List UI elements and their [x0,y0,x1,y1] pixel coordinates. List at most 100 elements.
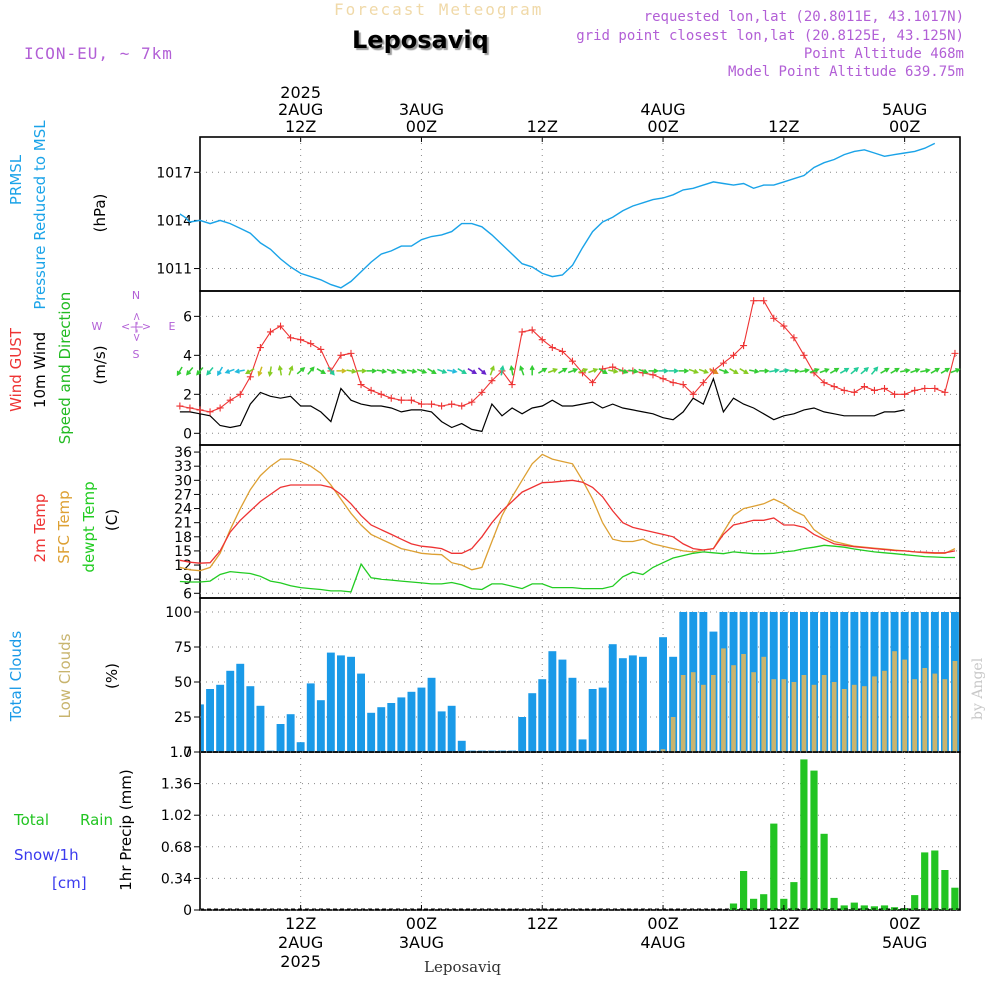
bottom-time-label: 3AUG [399,933,444,952]
gust-marker [568,357,576,365]
label-dewpt-temp: dewpt Temp [80,481,98,572]
total-clouds-bar [528,693,537,752]
rain-bar [951,887,959,910]
rain-bar [911,895,919,910]
gust-marker [538,336,546,344]
total-clouds-bar [840,612,849,752]
label-snow: Snow/1h [14,846,79,864]
y-tick-label: 24 [174,502,192,518]
gust-marker [297,336,305,344]
top-time-label: 2025 [280,83,321,102]
total-clouds-bar [447,705,456,752]
gust-marker [589,379,597,387]
low-clouds-bar [711,675,716,752]
gust-marker [196,406,204,414]
low-clouds-bar [932,673,938,752]
y-tick-label: 15 [174,544,192,560]
wind-direction-arrow [688,368,699,374]
label-low-clouds: Low Clouds [56,633,74,718]
y-tick-label: 0.68 [161,840,192,856]
gust-marker [891,390,899,398]
wind-direction-arrow [890,367,900,374]
y-tick-label: 1017 [156,165,192,181]
wind-direction-arrow [709,368,719,374]
compass-horizontal: <-|-> [121,320,151,333]
top-time-label: 12Z [527,117,558,136]
total-clouds-bar [608,644,617,752]
series-10m-wind [179,376,905,433]
rain-bar [750,898,758,910]
gust-marker [518,328,526,336]
rain-bar [941,870,949,910]
label-wind-gust: Wind GUST [7,327,25,412]
gust-marker [870,386,878,394]
wind-direction-arrow [217,366,224,377]
low-clouds-bar [660,749,666,752]
wind-direction-arrow [567,368,579,374]
model-altitude: Model Point Altitude 639.75m [727,64,964,80]
wind-direction-arrow [547,368,558,374]
gust-marker [407,396,415,404]
rain-bar [830,897,838,910]
wind-direction-arrow [638,368,649,374]
rain-bar [820,833,828,910]
wind-direction-arrow [396,368,408,374]
label-total-clouds: Total Clouds [7,631,25,723]
y-tick-label: 36 [174,445,192,461]
low-clouds-bar [912,679,917,752]
wind-direction-arrow [509,364,515,376]
bottom-time-label: 4AUG [640,933,685,952]
wind-direction-arrow [739,368,749,374]
wind-direction-arrow [819,368,830,374]
grid-point-coords: grid point closest lon,lat (20.8125E, 43… [576,28,964,44]
total-clouds-bar [357,673,365,752]
total-clouds-bar [387,703,396,752]
wind-direction-arrow [578,368,589,374]
wind-direction-arrow [598,368,608,374]
wind-direction-arrow [538,367,548,374]
total-clouds-bar [316,700,325,752]
gust-marker [609,363,617,371]
rain-bar [921,852,929,910]
rain-bar [729,903,738,910]
total-clouds-bar [417,687,426,752]
wind-direction-arrow [850,366,860,375]
top-time-label: 5AUG [882,100,927,119]
gust-marker [669,379,677,387]
compass-n: N [132,289,140,302]
low-clouds-bar [701,684,706,752]
low-clouds-bar [872,676,877,752]
gust-marker [921,384,929,392]
total-clouds-bar [256,705,265,752]
gust-marker [528,326,536,334]
rain-bar [870,906,878,910]
gust-marker [740,342,748,350]
gust-marker [699,379,707,387]
low-clouds-bar [771,679,777,752]
y-tick-label: 18 [174,530,192,546]
gust-marker [800,351,808,359]
low-clouds-bar [791,682,797,752]
low-clouds-bar [781,679,787,752]
wind-direction-arrow [206,367,214,376]
wind-direction-arrow [678,368,690,374]
compass-w: W [92,320,103,333]
wind-direction-arrow [196,367,204,376]
low-clouds-bar [670,717,676,752]
total-clouds-bar [538,679,547,752]
wind-direction-arrow [608,368,619,374]
gust-marker [780,322,788,330]
label-prmsl: PRMSL [7,154,25,205]
top-time-label: 4AUG [640,100,685,119]
total-clouds-bar [306,683,315,752]
gust-marker [730,351,738,359]
unit-wind: (m/s) [91,345,109,384]
wind-direction-arrow [386,368,397,374]
top-time-label: 3AUG [399,100,444,119]
total-clouds-bar [628,655,637,752]
total-clouds-bar [810,612,818,752]
gust-marker [830,383,838,391]
wind-direction-arrow [668,368,680,374]
